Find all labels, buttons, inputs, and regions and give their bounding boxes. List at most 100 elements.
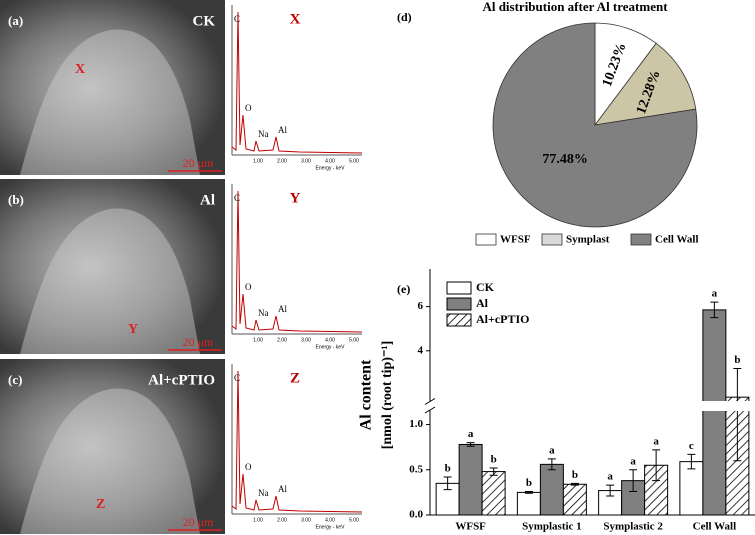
error-whisker (570, 482, 579, 486)
panel-label: (b) (8, 192, 24, 207)
sem-texture (20, 388, 200, 534)
error-whisker (652, 449, 661, 482)
bar-part (702, 309, 727, 401)
peak-label: Na (258, 308, 269, 318)
y-axis-label: Al content (358, 359, 375, 430)
significance-letter: a (607, 471, 613, 483)
significance-letter: a (468, 428, 474, 440)
error-bar (733, 367, 742, 462)
error-whisker (687, 424, 695, 428)
error-whisker (687, 453, 696, 470)
spectrum-tick: 3.00 (301, 337, 311, 343)
peak-label: C (234, 373, 240, 383)
peak-label: O (245, 462, 252, 472)
spectrum-tick: 4.00 (325, 517, 335, 523)
bar (481, 471, 506, 516)
legend-label: CK (476, 280, 495, 294)
spectrum-title: X (290, 11, 301, 27)
error-whisker (733, 411, 742, 462)
panel-label: (c) (8, 372, 22, 387)
treatment-label: Al (200, 192, 215, 208)
peak-label: O (245, 282, 252, 292)
error-whisker (524, 490, 533, 494)
x-tick-label: Symplastic 2 (603, 521, 663, 533)
value-label: 77.48% (542, 152, 588, 167)
error-bar (466, 421, 475, 447)
spectrum-tick: 4.00 (325, 158, 335, 164)
legend-label: Al (476, 296, 489, 310)
spectrum-xlabel: Energy - keV (316, 165, 346, 171)
legend-label: Cell Wall (655, 234, 699, 246)
error-whisker (606, 432, 614, 435)
point-marker: Z (96, 497, 105, 512)
spectrum-tick: 5.00 (349, 517, 359, 523)
pie-slice (594, 42, 697, 126)
error-whisker (467, 421, 475, 422)
error-whisker (444, 430, 452, 433)
error-bar (710, 0, 719, 319)
bar-part (725, 411, 750, 516)
scale-label: 20 μm (183, 156, 214, 170)
bar (702, 309, 727, 516)
peak-label: Na (258, 488, 269, 498)
error-whisker (489, 467, 498, 476)
significance-letter: b (734, 354, 740, 366)
x-tick-label: WFSF (455, 521, 486, 533)
significance-letter: a (712, 288, 718, 300)
axis-break (424, 401, 755, 410)
error-whisker (547, 458, 556, 471)
spectrum-tick: 2.00 (277, 158, 287, 164)
error-whisker (710, 301, 719, 319)
sem-texture (20, 208, 200, 354)
significance-letter: c (689, 440, 694, 452)
bar-part (481, 471, 506, 516)
error-bar (629, 428, 638, 492)
error-bar (652, 423, 661, 482)
x-tick-label: Cell Wall (693, 521, 737, 533)
bar-part (539, 463, 564, 516)
error-whisker (710, 0, 718, 18)
error-bar (547, 458, 556, 471)
error-bar (570, 482, 579, 486)
y-axis-unit: [nmol (root tip)⁻¹] (380, 341, 395, 450)
error-whisker (629, 428, 637, 433)
legend-swatch (446, 281, 472, 295)
y-tick-label: 0.5 (409, 463, 423, 475)
significance-letter: a (653, 435, 659, 447)
peak-label: Al (278, 125, 287, 135)
y-tick-label: 6 (418, 300, 424, 312)
spectrum-xlabel: Energy - keV (316, 344, 346, 350)
peak-label: Na (258, 129, 269, 139)
scale-label: 20 μm (183, 515, 214, 529)
sem-image (0, 0, 225, 175)
spectrum-tick: 2.00 (277, 517, 287, 523)
spectrum-title: Z (290, 370, 300, 386)
error-whisker (652, 423, 660, 431)
peak-label: O (245, 103, 252, 113)
error-bar (606, 432, 615, 497)
peak-label: C (234, 14, 240, 24)
y-tick-label: 0.0 (409, 509, 423, 521)
legend-label: Symplast (566, 234, 610, 246)
break-mark (424, 398, 436, 405)
spectrum-tick: 4.00 (325, 337, 335, 343)
bar-part (562, 483, 587, 516)
significance-letter: a (549, 444, 555, 456)
bar-part (679, 461, 704, 516)
spectrum-line (231, 370, 363, 513)
legend-swatch (446, 313, 472, 327)
spectrum-line (231, 11, 363, 154)
legend-label: WFSF (500, 234, 531, 246)
legend-swatch (475, 233, 497, 246)
legend-label: Al+cPTIO (476, 312, 530, 326)
significance-letter: b (526, 477, 532, 489)
pie-slice (492, 22, 698, 228)
significance-letter: b (445, 463, 451, 475)
sem-texture (20, 29, 200, 175)
sem-image (0, 179, 225, 354)
spectrum-tick: 5.00 (349, 337, 359, 343)
spectrum-line (231, 190, 363, 333)
error-bar (524, 490, 533, 494)
error-whisker (443, 476, 452, 491)
error-whisker (490, 428, 498, 430)
